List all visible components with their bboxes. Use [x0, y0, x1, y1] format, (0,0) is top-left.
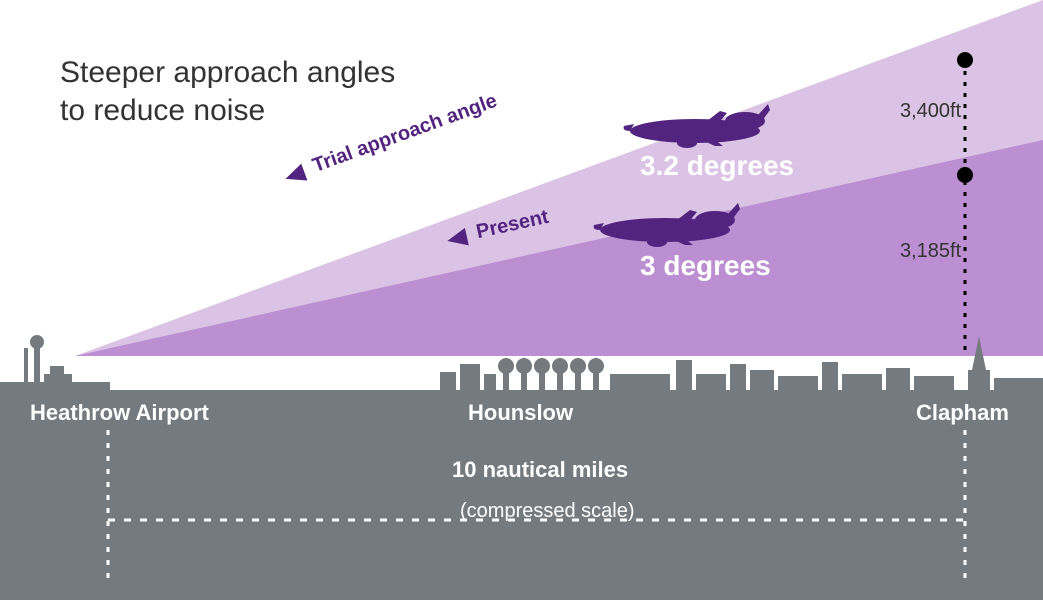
approach-angle-diagram: Steeper approach angles to reduce noise … [0, 0, 1043, 600]
location-clapham: Clapham [916, 400, 1009, 426]
altitude-upper-label: 3,400ft [900, 100, 961, 123]
location-hounslow: Hounslow [468, 400, 573, 426]
distance-label: 10 nautical miles [452, 457, 628, 483]
scale-note: (compressed scale) [460, 500, 635, 523]
altitude-lower-label: 3,185ft [900, 240, 961, 263]
location-heathrow: Heathrow Airport [30, 400, 209, 426]
